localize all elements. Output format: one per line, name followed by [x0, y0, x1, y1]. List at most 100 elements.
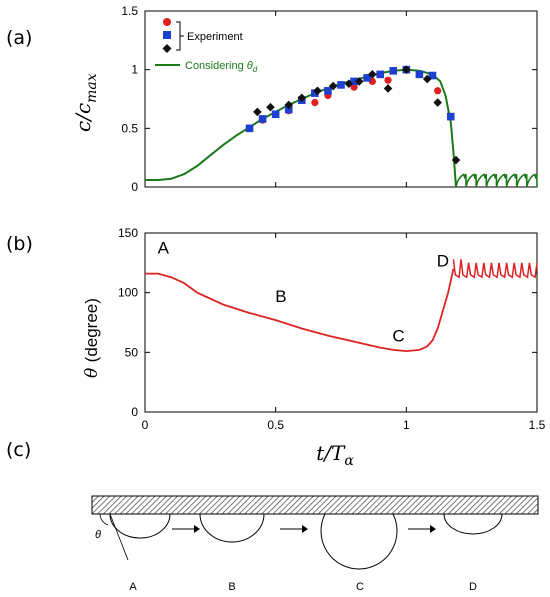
data-point-blue-square — [271, 110, 280, 119]
schematic: θ A B C D — [91, 495, 539, 593]
chart-b-annotation-b: B — [275, 287, 286, 306]
data-point-blue-square — [284, 105, 293, 114]
chart-b-annotation-a: A — [158, 238, 170, 257]
data-point-black-diamond — [383, 84, 393, 93]
data-point-black-diamond — [354, 77, 364, 86]
legend-marker-blue-square — [163, 31, 171, 39]
shared-xlabel-sub: α — [344, 453, 354, 469]
legend-experiment-label: Experiment — [187, 31, 243, 43]
data-point-red-circle — [384, 76, 392, 84]
chart-b-ylabel: θ (degree) — [82, 298, 102, 378]
schematic-label-b: B — [228, 581, 235, 593]
data-point-blue-square — [376, 70, 384, 79]
chart-b-annotations: A B C D — [158, 238, 449, 345]
data-point-black-diamond — [297, 93, 307, 103]
schematic-label-c: C — [356, 581, 364, 593]
chart-b-ytick-label: 50 — [125, 345, 139, 359]
chart-b-xtick-label: 1.5 — [529, 418, 546, 432]
schematic-label-d: D — [469, 581, 477, 593]
data-point-black-diamond — [368, 70, 377, 79]
chart-b-ytick-label: 0 — [131, 405, 138, 419]
legend-theta-sub: d — [253, 65, 258, 74]
data-point-black-diamond — [433, 98, 442, 107]
panel-label-b: (b) — [6, 233, 33, 255]
data-point-black-diamond — [266, 102, 275, 112]
legend-marker-red-circle — [163, 18, 171, 26]
panel-label-c: (c) — [6, 439, 31, 461]
chart-a: 0 0.5 1 1.5 c/cmax Experiment Considering θ… — [71, 4, 538, 194]
data-point-blue-square — [258, 115, 267, 123]
bubble-d — [443, 513, 503, 535]
chart-b-ylabel-text: (degree) — [82, 298, 101, 362]
substrate-plate — [91, 495, 539, 515]
data-point-red-circle — [311, 98, 319, 107]
legend-marker-black-diamond — [162, 44, 172, 53]
data-point-blue-square — [363, 74, 371, 82]
data-point-blue-square — [324, 86, 332, 95]
data-point-red-circle — [434, 87, 442, 95]
chart-b-ticks: 0 50 100 150 0 0.5 1 1.5 — [118, 226, 546, 432]
legend-considering-text: Considering — [185, 60, 244, 72]
theta-label: θ — [95, 529, 101, 541]
data-point-black-diamond — [451, 155, 461, 165]
chart-a-frame — [144, 10, 538, 188]
chart-b-ylabel-symbol: θ — [82, 368, 102, 378]
chart-b-ytick-label: 100 — [118, 286, 138, 300]
data-point-blue-square — [446, 112, 455, 121]
data-point-black-diamond — [313, 86, 322, 96]
chart-a-plot-area — [145, 65, 538, 188]
data-point-black-diamond — [422, 74, 432, 84]
chart-b-frame — [144, 232, 538, 413]
data-point-blue-square — [389, 67, 398, 75]
data-point-black-diamond — [284, 100, 294, 110]
data-point-blue-square — [350, 77, 358, 86]
chart-a-ticks: 0 0.5 1 1.5 — [121, 4, 538, 194]
chart-b-xtick-label: 1 — [403, 418, 410, 432]
chart-a-ylabel: c/cmax — [71, 73, 100, 132]
data-point-black-diamond — [253, 107, 262, 117]
data-point-blue-square — [415, 70, 424, 79]
bubble-a — [109, 513, 171, 539]
schematic-label-a: A — [129, 581, 137, 593]
legend-bracket — [176, 21, 184, 51]
bubble-c — [320, 513, 398, 570]
chart-b-ytick-label: 150 — [118, 226, 138, 240]
chart-a-ytick-label: 1.5 — [121, 4, 138, 18]
shared-xlabel-main: t/T — [316, 441, 346, 465]
chart-b-plot-area — [145, 259, 538, 353]
data-point-blue-square — [428, 71, 437, 80]
data-point-blue-square — [311, 89, 319, 97]
data-point-black-diamond — [344, 79, 354, 89]
chart-a-ytick-label: 1 — [131, 63, 138, 77]
theta-arc — [99, 513, 109, 526]
data-point-red-circle — [350, 83, 358, 91]
series-considering-line — [145, 68, 457, 188]
chart-a-ytick-label: 0 — [131, 180, 138, 194]
chart-b-annotation-c: C — [392, 327, 404, 346]
legend-considering-label: Considering θd — [185, 60, 258, 74]
arrow-3 — [408, 525, 436, 533]
panel-label-a: (a) — [6, 27, 32, 49]
chart-a-ylabel-sub: max — [84, 73, 100, 103]
data-point-blue-square — [245, 124, 254, 133]
chart-b-annotation-d: D — [437, 251, 449, 270]
chart-b: 0 50 100 150 0 0.5 1 1.5 θ (degree) A B C D — [82, 226, 546, 432]
arrow-2 — [280, 525, 308, 533]
series-theta-oscillation — [452, 259, 538, 279]
chart-b-xtick-label: 0.5 — [267, 418, 284, 432]
shared-xlabel: t/Tα — [316, 441, 354, 469]
chart-a-ytick-label: 0.5 — [121, 121, 138, 135]
data-point-black-diamond — [402, 65, 411, 74]
legend-theta-symbol: θ — [247, 60, 253, 72]
data-point-black-diamond — [328, 81, 338, 91]
arrow-1 — [172, 525, 200, 533]
chart-b-xtick-label: 0 — [142, 418, 149, 432]
bubble-b — [199, 513, 265, 543]
chart-a-ylabel-main: c/c — [71, 103, 95, 132]
chart-a-legend: Experiment Considering θd — [155, 18, 258, 74]
series-considering-oscillation — [455, 173, 538, 188]
series-theta-line — [145, 268, 455, 353]
theta-tangent-line — [109, 513, 129, 561]
data-point-blue-square — [337, 81, 345, 89]
